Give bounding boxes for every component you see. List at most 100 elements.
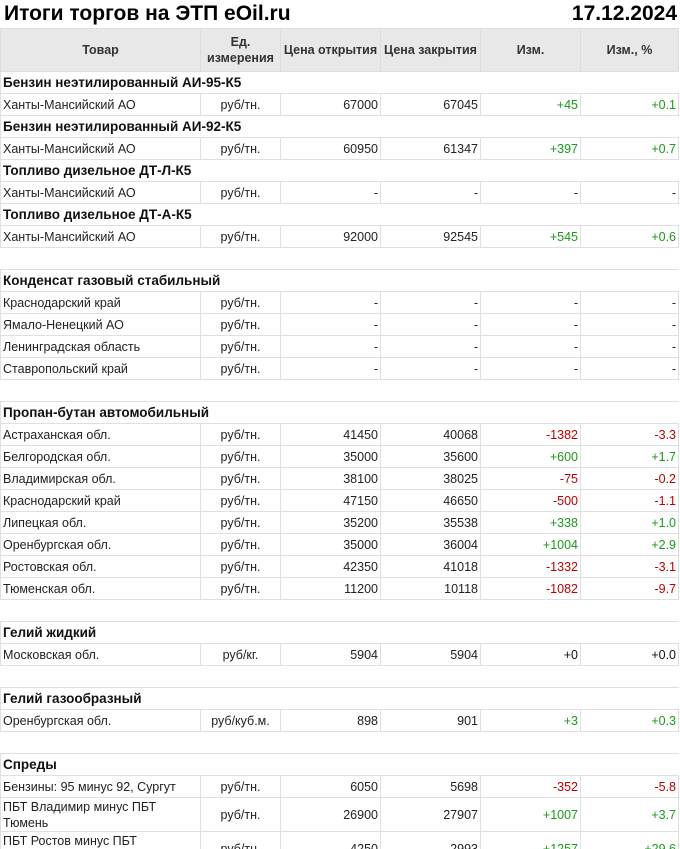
unit-cell: руб/тн. xyxy=(200,291,281,314)
region-cell: Астраханская обл. xyxy=(0,423,201,446)
region-cell: Ленинградская область xyxy=(0,335,201,358)
open-price-cell: -4250 xyxy=(280,831,381,849)
change-percent-cell: -3.3 xyxy=(580,423,679,446)
spacer-cell xyxy=(0,247,679,270)
change-percent-cell: - xyxy=(580,313,679,336)
open-price-cell: - xyxy=(280,181,381,204)
section-title: Топливо дизельное ДТ-А-К5 xyxy=(0,203,679,226)
unit-cell: руб/тн. xyxy=(200,467,281,490)
open-price-cell: 47150 xyxy=(280,489,381,512)
change-cell: -1382 xyxy=(480,423,581,446)
region-cell: Белгородская обл. xyxy=(0,445,201,468)
table-row: Краснодарский край руб/тн. - - - - xyxy=(0,291,679,314)
region-cell: Владимирская обл. xyxy=(0,467,201,490)
close-price-cell: - xyxy=(380,291,481,314)
close-price-cell: - xyxy=(380,181,481,204)
change-percent-cell: -9.7 xyxy=(580,577,679,600)
change-percent-cell: -0.2 xyxy=(580,467,679,490)
change-percent-cell: +2.9 xyxy=(580,533,679,556)
section-title: Пропан-бутан автомобильный xyxy=(0,401,679,424)
unit-cell: руб/тн. xyxy=(200,445,281,468)
change-percent-cell: -3.1 xyxy=(580,555,679,578)
close-price-cell: 38025 xyxy=(380,467,481,490)
unit-cell: руб/тн. xyxy=(200,423,281,446)
close-price-cell: 5904 xyxy=(380,643,481,666)
close-price-cell: 67045 xyxy=(380,93,481,116)
region-cell: Оренбургская обл. xyxy=(0,533,201,556)
spacer-row xyxy=(0,247,679,270)
unit-cell: руб/тн. xyxy=(200,335,281,358)
table-row: Ханты-Мансийский АО руб/тн. 60950 61347 +397… xyxy=(0,137,679,160)
close-price-cell: 5698 xyxy=(380,775,481,798)
table-row: Ямало-Ненецкий АО руб/тн. - - - - xyxy=(0,313,679,336)
region-cell: Липецкая обл. xyxy=(0,511,201,534)
header-close-price: Цена закрытия xyxy=(380,28,481,72)
change-cell: +397 xyxy=(480,137,581,160)
open-price-cell: 35000 xyxy=(280,445,381,468)
change-cell: -1082 xyxy=(480,577,581,600)
unit-cell: руб/тн. xyxy=(200,555,281,578)
table-row: Оренбургская обл. руб/тн. 35000 36004 +1004 +… xyxy=(0,533,679,556)
open-price-cell: 38100 xyxy=(280,467,381,490)
unit-cell: руб/тн. xyxy=(200,181,281,204)
table-row: Оренбургская обл. руб/куб.м. 898 901 +3 +0.3 xyxy=(0,709,679,732)
section-header-row: Конденсат газовый стабильный xyxy=(0,269,679,292)
open-price-cell: 6050 xyxy=(280,775,381,798)
change-cell: +338 xyxy=(480,511,581,534)
open-price-cell: - xyxy=(280,313,381,336)
change-cell: -75 xyxy=(480,467,581,490)
table-row: ПБТ Ростов минус ПБТ Владимирруб/тн.-425… xyxy=(0,831,679,849)
table-row: Астраханская обл. руб/тн. 41450 40068 -1382-… xyxy=(0,423,679,446)
header-change-percent: Изм., % xyxy=(580,28,679,72)
table-row: Ханты-Мансийский АО руб/тн. - - - - xyxy=(0,181,679,204)
open-price-cell: 898 xyxy=(280,709,381,732)
close-price-cell: 35538 xyxy=(380,511,481,534)
region-cell: Краснодарский край xyxy=(0,489,201,512)
section-title: Топливо дизельное ДТ-Л-К5 xyxy=(0,159,679,182)
change-cell: +600 xyxy=(480,445,581,468)
unit-cell: руб/кг. xyxy=(200,643,281,666)
region-cell: Оренбургская обл. xyxy=(0,709,201,732)
region-cell: Краснодарский край xyxy=(0,291,201,314)
open-price-cell: 11200 xyxy=(280,577,381,600)
section-title: Бензин неэтилированный АИ-95-К5 xyxy=(0,71,679,94)
region-cell: Ханты-Мансийский АО xyxy=(0,93,201,116)
change-cell: +1007 xyxy=(480,797,581,832)
region-cell: ПБТ Владимир минус ПБТ Тюмень xyxy=(0,797,201,832)
spacer-cell xyxy=(0,599,679,622)
unit-cell: руб/тн. xyxy=(200,797,281,832)
table-row: Ленинградская область руб/тн. - - - - xyxy=(0,335,679,358)
spacer-row xyxy=(0,599,679,622)
table-header-row: Товар Ед. измерения Цена открытия Цена з… xyxy=(0,28,679,72)
unit-cell: руб/тн. xyxy=(200,511,281,534)
spacer-cell xyxy=(0,665,679,688)
change-percent-cell: -5.8 xyxy=(580,775,679,798)
table-row: ПБТ Владимир минус ПБТ Тюмень руб/тн. 2690… xyxy=(0,797,679,832)
change-cell: +1004 xyxy=(480,533,581,556)
unit-cell: руб/тн. xyxy=(200,93,281,116)
change-cell: +3 xyxy=(480,709,581,732)
open-price-cell: 26900 xyxy=(280,797,381,832)
spacer-row xyxy=(0,379,679,402)
close-price-cell: 10118 xyxy=(380,577,481,600)
section-title: Гелий газообразный xyxy=(0,687,679,710)
change-percent-cell: - xyxy=(580,181,679,204)
section-header-row: Гелий газообразный xyxy=(0,687,679,710)
change-cell: +1257 xyxy=(480,831,581,849)
change-cell: - xyxy=(480,357,581,380)
table-row: Ростовская обл. руб/тн. 42350 41018 -1332 -3.… xyxy=(0,555,679,578)
unit-cell: руб/тн. xyxy=(200,489,281,512)
region-cell: ПБТ Ростов минус ПБТ Владимир xyxy=(0,831,201,849)
close-price-cell: 35600 xyxy=(380,445,481,468)
unit-cell: руб/тн. xyxy=(200,831,281,849)
open-price-cell: 41450 xyxy=(280,423,381,446)
table-row: Ханты-Мансийский АО руб/тн. 92000 92545 +545… xyxy=(0,225,679,248)
header-product: Товар xyxy=(0,28,201,72)
close-price-cell: 41018 xyxy=(380,555,481,578)
section-title: Конденсат газовый стабильный xyxy=(0,269,679,292)
change-cell: +545 xyxy=(480,225,581,248)
open-price-cell: 35200 xyxy=(280,511,381,534)
close-price-cell: 61347 xyxy=(380,137,481,160)
spacer-row xyxy=(0,665,679,688)
